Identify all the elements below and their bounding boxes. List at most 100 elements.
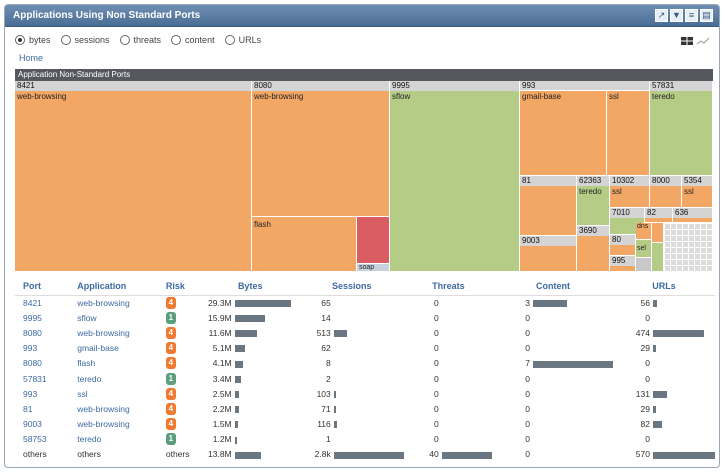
breadcrumb[interactable]: Home	[19, 53, 44, 63]
port-link[interactable]: 993	[23, 343, 38, 354]
app-link[interactable]: web-browsing	[77, 419, 130, 430]
app-label: dns	[637, 223, 649, 230]
table-row[interactable]: 8080 flash 4 4.1M 8 0 7 0	[15, 356, 715, 371]
table-row[interactable]: 81 web-browsing 4 2.2M 71 0 0 29	[15, 401, 715, 416]
urls-bar	[652, 390, 667, 398]
port-link[interactable]: 993	[23, 388, 38, 399]
col-application[interactable]: Application	[77, 278, 166, 296]
filter-icon[interactable]: ▼	[670, 9, 683, 22]
radio-on-icon[interactable]	[15, 35, 25, 45]
treemap-cell[interactable]: 62363 teredo	[577, 176, 610, 226]
radio-off-icon[interactable]	[60, 35, 71, 45]
content-bar	[532, 360, 613, 368]
treemap-cell[interactable]: sel	[636, 240, 652, 258]
app-link[interactable]: web-browsing	[77, 297, 130, 308]
port-link[interactable]: 8080	[23, 358, 42, 369]
treemap-cell[interactable]: 80	[610, 235, 636, 256]
table-cell: 2.2M	[201, 401, 300, 416]
table-cell: web-browsing	[77, 417, 166, 432]
table-cell: 2	[300, 371, 404, 386]
port-link[interactable]: 81	[23, 403, 33, 414]
treemap-cell[interactable]: gmail-base	[520, 91, 607, 176]
port-link[interactable]: 9995	[23, 312, 42, 323]
col-threats[interactable]: Threats	[403, 278, 493, 296]
app-link[interactable]: ssl	[77, 388, 88, 399]
treemap-cell[interactable]: 9003	[520, 236, 577, 272]
sessions-value: 116	[317, 419, 331, 430]
radio-off-icon[interactable]	[119, 35, 130, 45]
treemap-cell[interactable]: dns	[636, 223, 652, 240]
radio-content[interactable]: content	[171, 35, 215, 45]
urls-value: 570	[635, 449, 650, 460]
treemap-cell[interactable]: 5354 ssl	[682, 176, 713, 208]
urls-value: 131	[635, 388, 650, 399]
port-link: others	[23, 449, 47, 460]
port-link[interactable]: 8080	[23, 327, 42, 338]
table-row[interactable]: 993 ssl 4 2.5M 103 0 0 131	[15, 386, 715, 401]
treemap-cell-grid[interactable]	[664, 223, 713, 272]
port-link[interactable]: 8421	[23, 297, 42, 308]
col-port[interactable]: Port	[15, 278, 78, 296]
treemap-cell: 993	[520, 81, 650, 91]
radio-urls[interactable]: URLs	[224, 35, 261, 45]
treemap-cell[interactable]: ssl	[607, 91, 650, 176]
table-cell: 9995	[15, 310, 77, 325]
treemap-cell[interactable]	[636, 258, 652, 272]
treemap-cell[interactable]	[652, 243, 664, 272]
col-sessions[interactable]: Sessions	[299, 278, 404, 296]
radio-off-icon[interactable]	[171, 35, 182, 45]
app-link[interactable]: flash	[77, 358, 96, 369]
treemap-cell[interactable]: 10302 ssl	[610, 176, 650, 208]
popout-icon[interactable]: ↗	[655, 9, 668, 22]
radio-bytes[interactable]: bytes	[15, 35, 51, 45]
port-link[interactable]: 57831	[23, 373, 47, 384]
export-icon[interactable]: ▤	[700, 9, 713, 22]
port-link[interactable]: 9003	[23, 419, 42, 430]
app-link[interactable]: web-browsing	[77, 403, 130, 414]
col-bytes[interactable]: Bytes	[200, 278, 300, 296]
app-link[interactable]: web-browsing	[77, 327, 130, 338]
radio-off-icon[interactable]	[224, 35, 235, 45]
treemap-cell[interactable]: 995	[610, 256, 636, 272]
table-row[interactable]: 9003 web-browsing 4 1.5M 116 0 0 82	[15, 417, 715, 432]
treemap-cell[interactable]: 3690	[577, 226, 610, 272]
table-cell: 570	[613, 447, 715, 462]
app-link[interactable]: sflow	[77, 312, 97, 323]
treemap-cell[interactable]	[357, 217, 390, 264]
table-cell: 0	[404, 356, 493, 371]
col-content[interactable]: Content	[492, 278, 613, 296]
table-row[interactable]: 57831 teredo 1 3.4M 2 0 0 0	[15, 371, 715, 386]
treemap-cell[interactable]: soap	[357, 264, 390, 272]
app-link[interactable]: teredo	[77, 373, 102, 384]
treemap-cell[interactable]: 636	[673, 208, 713, 223]
treemap-cell[interactable]: flash	[252, 217, 357, 272]
radio-sessions[interactable]: sessions	[60, 35, 110, 45]
table-row[interactable]: 9995 sflow 1 15.9M 14 0 0 0	[15, 310, 715, 325]
treemap-cell[interactable]: 8000	[650, 176, 682, 208]
port-link[interactable]: 58753	[23, 434, 47, 445]
table-row[interactable]: others others others 13.8M 2.8k 40 0 570	[15, 447, 715, 462]
treemap-cell[interactable]: 9995 sflow	[390, 81, 520, 272]
treemap-cell[interactable]: 8080 web-browsing	[252, 81, 390, 217]
treemap-cell[interactable]	[652, 223, 664, 243]
table-view-icon[interactable]	[681, 37, 693, 45]
table-row[interactable]: 8080 web-browsing 4 11.6M 513 0 0 474	[15, 325, 715, 340]
treemap-cell[interactable]: 57831 teredo	[650, 81, 713, 176]
app-link[interactable]: gmail-base	[77, 343, 119, 354]
radio-threats[interactable]: threats	[119, 35, 161, 45]
col-risk[interactable]: Risk	[165, 278, 201, 296]
treemap-cell[interactable]: 82	[645, 208, 673, 223]
col-urls[interactable]: URLs	[612, 278, 715, 296]
table-row[interactable]: 993 gmail-base 4 5.1M 62 0 0 29	[15, 341, 715, 356]
sessions-value: 8	[326, 358, 331, 369]
treemap-cell[interactable]: 8421 web-browsing	[15, 81, 252, 272]
table-cell: 8080	[15, 325, 77, 340]
list-icon[interactable]: ≡	[685, 9, 698, 22]
treemap-cell[interactable]: 81	[520, 176, 577, 236]
table-cell: 2.5M	[201, 386, 300, 401]
table-row[interactable]: 58753 teredo 1 1.2M 1 0 0 0	[15, 432, 715, 447]
app-link[interactable]: teredo	[77, 434, 102, 445]
table-row[interactable]: 8421 web-browsing 4 29.3M 65 0 3 56	[15, 295, 715, 310]
chart-view-icon[interactable]	[697, 37, 709, 45]
table-cell: 9003	[15, 417, 77, 432]
